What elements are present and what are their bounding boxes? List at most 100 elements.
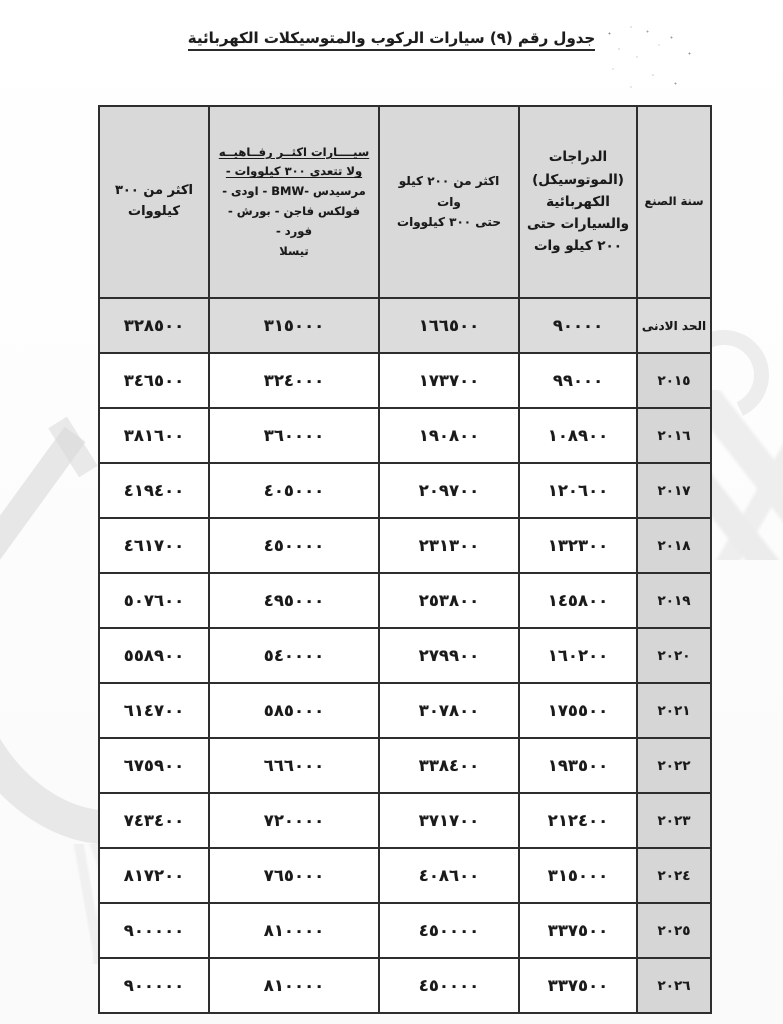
cell-motorcycle-upto-200kw: ١٤٥٨٠٠ <box>518 572 638 629</box>
table-row: ٢٠٢٠ ١٦٠٢٠٠ ٢٧٩٩٠٠ ٥٤٠٠٠٠ ٥٥٨٩٠٠ <box>98 627 712 684</box>
cell-luxury-upto-300kw: ٤٠٥٠٠٠ <box>208 462 380 519</box>
cell-between-200-300kw: ٤٥٠٠٠٠ <box>378 902 520 959</box>
cell-above-300kw: ٦١٤٧٠٠ <box>98 682 210 739</box>
cell-luxury-upto-300kw: ٤٥٠٠٠٠ <box>208 517 380 574</box>
cell-motorcycle-upto-200kw: ١٠٨٩٠٠ <box>518 407 638 464</box>
header-line: الدراجات <box>548 149 608 166</box>
cell-year: ٢٠٢٣ <box>636 792 712 849</box>
table-row: ٢٠٢٢ ١٩٣٥٠٠ ٣٣٨٤٠٠ ٦٦٦٠٠٠ ٦٧٥٩٠٠ <box>98 737 712 794</box>
cell-year: ٢٠١٩ <box>636 572 712 629</box>
cell-between-200-300kw: ٢٣١٣٠٠ <box>378 517 520 574</box>
cell-motorcycle-upto-200kw: ٣١٥٠٠٠ <box>518 847 638 904</box>
valuation-table-container: سنة الصنع الدراجات (الموتوسيكل) الكهربائ… <box>98 105 712 1014</box>
table-row: الحد الادنى ٩٠٠٠٠ ١٦٦٥٠٠ ٣١٥٠٠٠ ٣٢٨٥٠٠ <box>98 297 712 354</box>
cell-between-200-300kw: ٤٥٠٠٠٠ <box>378 957 520 1014</box>
table-body: الحد الادنى ٩٠٠٠٠ ١٦٦٥٠٠ ٣١٥٠٠٠ ٣٢٨٥٠٠ ٢٠١٥ ٩٩… <box>98 297 712 1014</box>
cell-year: ٢٠٢٦ <box>636 957 712 1014</box>
cell-between-200-300kw: ١٦٦٥٠٠ <box>378 297 520 354</box>
cell-above-300kw: ٩٠٠٠٠٠ <box>98 902 210 959</box>
header-line: سيــــارات اكثــر رفــاهيــه <box>218 144 370 159</box>
header-line: اكثر من ٢٠٠ كيلو وات <box>398 174 500 209</box>
header-line: تيسلا <box>279 243 309 258</box>
cell-year: ٢٠١٨ <box>636 517 712 574</box>
cell-motorcycle-upto-200kw: ٩٠٠٠٠ <box>518 297 638 354</box>
cell-above-300kw: ٣٨١٦٠٠ <box>98 407 210 464</box>
cell-above-300kw: ٨١٧٢٠٠ <box>98 847 210 904</box>
header-line: مرسيدس -BMW - اودى - <box>222 184 366 199</box>
cell-motorcycle-upto-200kw: ١٢٠٦٠٠ <box>518 462 638 519</box>
table-header: سنة الصنع الدراجات (الموتوسيكل) الكهربائ… <box>98 105 712 299</box>
cell-motorcycle-upto-200kw: ٣٣٧٥٠٠ <box>518 902 638 959</box>
header-line: فولكس فاجن - بورش - فورد - <box>227 204 361 238</box>
cell-between-200-300kw: ٣٧١٧٠٠ <box>378 792 520 849</box>
cell-motorcycle-upto-200kw: ٢١٢٤٠٠ <box>518 792 638 849</box>
cell-luxury-upto-300kw: ٨١٠٠٠٠ <box>208 902 380 959</box>
cell-above-300kw: ٣٤٦٥٠٠ <box>98 352 210 409</box>
table-row: ٢٠١٥ ٩٩٠٠٠ ١٧٣٧٠٠ ٣٢٤٠٠٠ ٣٤٦٥٠٠ <box>98 352 712 409</box>
cell-luxury-upto-300kw: ٧٦٥٠٠٠ <box>208 847 380 904</box>
cell-between-200-300kw: ٣٠٧٨٠٠ <box>378 682 520 739</box>
table-row: ٢٠٢٦ ٣٣٧٥٠٠ ٤٥٠٠٠٠ ٨١٠٠٠٠ ٩٠٠٠٠٠ <box>98 957 712 1014</box>
cell-between-200-300kw: ٣٣٨٤٠٠ <box>378 737 520 794</box>
cell-luxury-upto-300kw: ٧٢٠٠٠٠ <box>208 792 380 849</box>
table-row: ٢٠١٨ ١٣٢٣٠٠ ٢٣١٣٠٠ ٤٥٠٠٠٠ ٤٦١٧٠٠ <box>98 517 712 574</box>
table-row: ٢٠٢١ ١٧٥٥٠٠ ٣٠٧٨٠٠ ٥٨٥٠٠٠ ٦١٤٧٠٠ <box>98 682 712 739</box>
header-line: والسيارات حتى <box>527 216 629 233</box>
cell-luxury-upto-300kw: ٥٤٠٠٠٠ <box>208 627 380 684</box>
electric-vehicle-valuation-table: سنة الصنع الدراجات (الموتوسيكل) الكهربائ… <box>98 105 712 1014</box>
page-title: جدول رقم (٩) سيارات الركوب والمتوسيكلات … <box>187 29 596 51</box>
cell-year: ٢٠٢٤ <box>636 847 712 904</box>
table-row: ٢٠٢٤ ٣١٥٠٠٠ ٤٠٨٦٠٠ ٧٦٥٠٠٠ ٨١٧٢٠٠ <box>98 847 712 904</box>
cell-luxury-upto-300kw: ٣٦٠٠٠٠ <box>208 407 380 464</box>
cell-between-200-300kw: ٢٠٩٧٠٠ <box>378 462 520 519</box>
table-row: ٢٠٢٣ ٢١٢٤٠٠ ٣٧١٧٠٠ ٧٢٠٠٠٠ ٧٤٣٤٠٠ <box>98 792 712 849</box>
cell-year: ٢٠١٦ <box>636 407 712 464</box>
table-row: ٢٠١٩ ١٤٥٨٠٠ ٢٥٣٨٠٠ ٤٩٥٠٠٠ ٥٠٧٦٠٠ <box>98 572 712 629</box>
header-line: (الموتوسيكل) <box>532 171 624 188</box>
cell-above-300kw: ٥٥٨٩٠٠ <box>98 627 210 684</box>
header-line: الكهربائية <box>546 193 610 210</box>
header-line: ولا تتعدى ٣٠٠ كيلووات - <box>225 164 363 179</box>
cell-motorcycle-upto-200kw: ١٧٥٥٠٠ <box>518 682 638 739</box>
header-line: حتى ٣٠٠ كيلووات <box>397 215 501 230</box>
cell-year: ٢٠٢٥ <box>636 902 712 959</box>
cell-motorcycle-upto-200kw: ١٣٢٣٠٠ <box>518 517 638 574</box>
table-row: ٢٠٢٥ ٣٣٧٥٠٠ ٤٥٠٠٠٠ ٨١٠٠٠٠ ٩٠٠٠٠٠ <box>98 902 712 959</box>
cell-between-200-300kw: ٤٠٨٦٠٠ <box>378 847 520 904</box>
column-header-year: سنة الصنع <box>636 105 712 299</box>
cell-above-300kw: ٤١٩٤٠٠ <box>98 462 210 519</box>
header-line: كيلووات <box>128 204 180 219</box>
cell-motorcycle-upto-200kw: ١٩٣٥٠٠ <box>518 737 638 794</box>
cell-year: ٢٠٢٠ <box>636 627 712 684</box>
cell-year: الحد الادنى <box>636 297 712 354</box>
cell-luxury-upto-300kw: ٤٩٥٠٠٠ <box>208 572 380 629</box>
cell-above-300kw: ٥٠٧٦٠٠ <box>98 572 210 629</box>
cell-year: ٢٠٢٢ <box>636 737 712 794</box>
column-header-luxury-upto-300kw: سيــــارات اكثــر رفــاهيــه ولا تتعدى ٣… <box>208 105 380 299</box>
cell-above-300kw: ٧٤٣٤٠٠ <box>98 792 210 849</box>
cell-between-200-300kw: ١٩٠٨٠٠ <box>378 407 520 464</box>
cell-year: ٢٠٢١ <box>636 682 712 739</box>
cell-year: ٢٠١٧ <box>636 462 712 519</box>
cell-motorcycle-upto-200kw: ١٦٠٢٠٠ <box>518 627 638 684</box>
table-row: ٢٠١٧ ١٢٠٦٠٠ ٢٠٩٧٠٠ ٤٠٥٠٠٠ ٤١٩٤٠٠ <box>98 462 712 519</box>
cell-luxury-upto-300kw: ٣١٥٠٠٠ <box>208 297 380 354</box>
cell-year: ٢٠١٥ <box>636 352 712 409</box>
cell-above-300kw: ٦٧٥٩٠٠ <box>98 737 210 794</box>
cell-luxury-upto-300kw: ٨١٠٠٠٠ <box>208 957 380 1014</box>
column-header-motorcycle-upto-200kw: الدراجات (الموتوسيكل) الكهربائية والسيار… <box>518 105 638 299</box>
document-title-container: جدول رقم (٩) سيارات الركوب والمتوسيكلات … <box>0 28 783 51</box>
cell-above-300kw: ٣٢٨٥٠٠ <box>98 297 210 354</box>
cell-above-300kw: ٩٠٠٠٠٠ <box>98 957 210 1014</box>
cell-luxury-upto-300kw: ٣٢٤٠٠٠ <box>208 352 380 409</box>
table-row: ٢٠١٦ ١٠٨٩٠٠ ١٩٠٨٠٠ ٣٦٠٠٠٠ ٣٨١٦٠٠ <box>98 407 712 464</box>
cell-motorcycle-upto-200kw: ٩٩٠٠٠ <box>518 352 638 409</box>
column-header-above-300kw: اكثر من ٣٠٠ كيلووات <box>98 105 210 299</box>
cell-between-200-300kw: ٢٧٩٩٠٠ <box>378 627 520 684</box>
header-line: اكثر من ٣٠٠ <box>114 183 194 199</box>
cell-motorcycle-upto-200kw: ٣٣٧٥٠٠ <box>518 957 638 1014</box>
column-header-between-200-300kw: اكثر من ٢٠٠ كيلو وات حتى ٣٠٠ كيلووات <box>378 105 520 299</box>
header-line: ٢٠٠ كيلو وات <box>533 238 623 255</box>
cell-luxury-upto-300kw: ٦٦٦٠٠٠ <box>208 737 380 794</box>
table-header-row: سنة الصنع الدراجات (الموتوسيكل) الكهربائ… <box>98 105 712 299</box>
